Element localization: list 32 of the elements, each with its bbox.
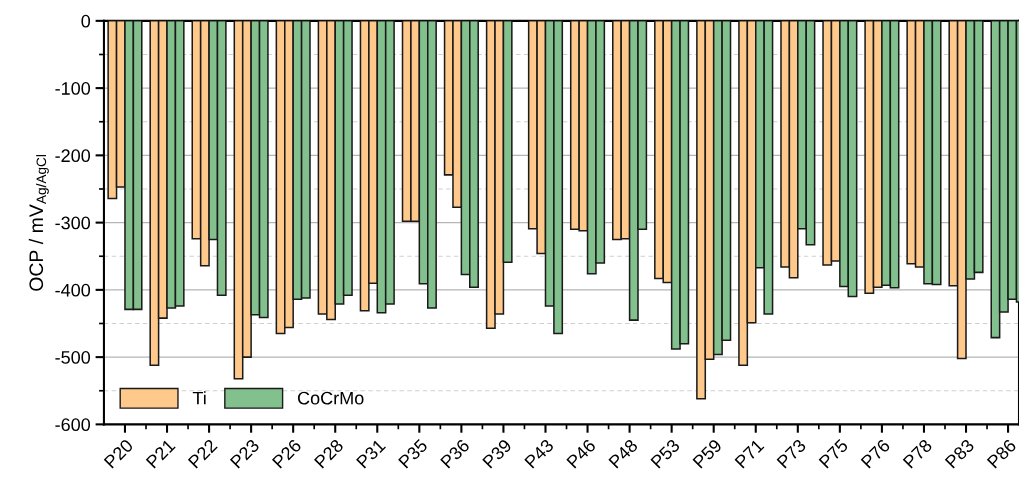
y-tick-label: 0	[81, 14, 91, 28]
y-tick-label: -200	[55, 149, 91, 163]
y-tick-label: -500	[55, 351, 91, 364]
x-tick-label: P86	[986, 438, 1017, 469]
x-tick-label: P21	[145, 438, 176, 469]
legend-label: Ti	[192, 391, 206, 405]
x-tick-label: P35	[398, 438, 429, 469]
x-tick-label: P39	[482, 438, 513, 469]
x-tick-label: P43	[524, 438, 555, 469]
x-tick-label: P76	[860, 438, 891, 469]
x-tick-label: P78	[902, 438, 933, 469]
x-tick-label: P73	[776, 438, 807, 469]
y-tick-label: -400	[55, 283, 91, 297]
legend-label: CoCrMo	[297, 391, 364, 405]
x-tick-label: P83	[944, 438, 975, 469]
x-tick-label: P22	[187, 438, 218, 469]
x-tick-label: P31	[355, 438, 387, 469]
y-tick-label: -100	[55, 82, 91, 95]
x-tick-label: P46	[566, 438, 597, 469]
y-axis-title: OCP / mV$_{Ag/AgCl}$	[28, 155, 49, 291]
y-tick-label: -600	[55, 418, 91, 432]
x-tick-label: P48	[608, 438, 639, 469]
x-tick-label: P28	[313, 438, 345, 469]
x-tick-label: P36	[440, 438, 471, 469]
x-tick-label: P59	[692, 438, 723, 469]
x-tick-label: P71	[734, 438, 765, 469]
y-tick-label: -300	[55, 216, 91, 230]
x-tick-label: P26	[271, 438, 302, 469]
x-tick-label: P23	[229, 438, 260, 469]
x-tick-label: P53	[650, 438, 681, 469]
x-tick-label: P20	[103, 438, 134, 469]
x-tick-label: P75	[818, 438, 849, 469]
